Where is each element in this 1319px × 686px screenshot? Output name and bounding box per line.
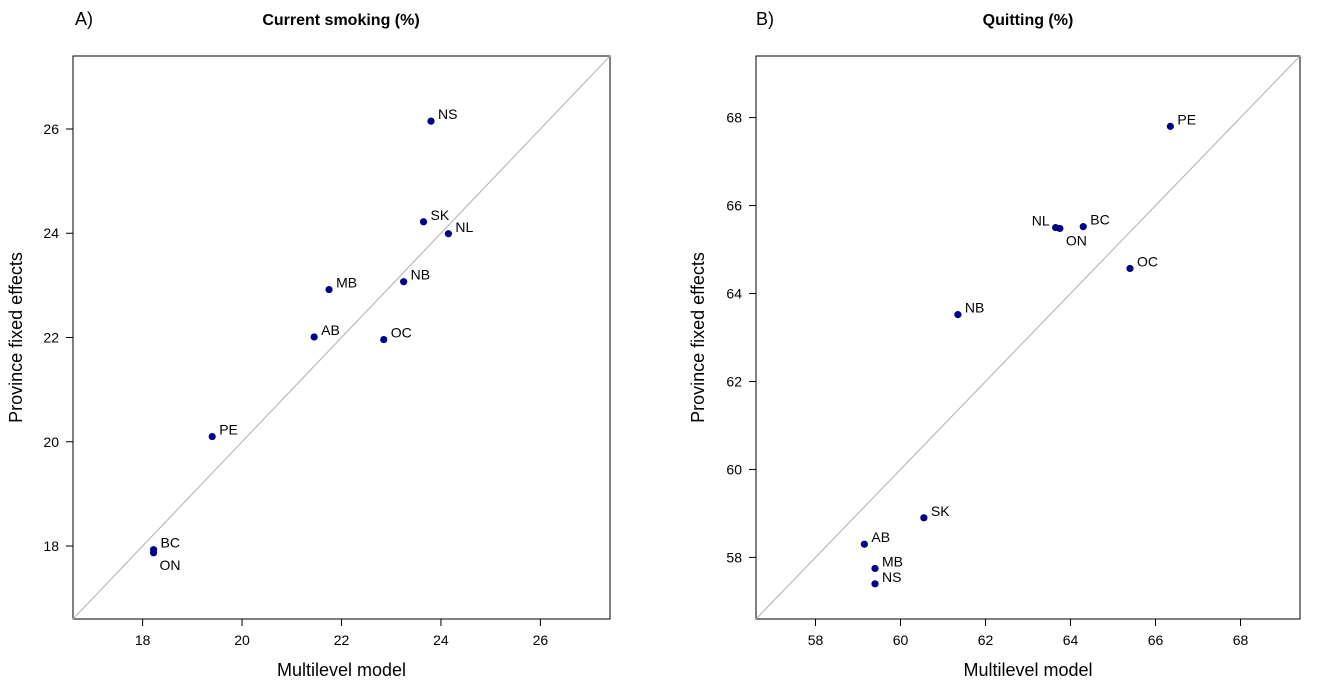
point-label-oc: OC (391, 325, 412, 341)
point-label-sk: SK (431, 207, 450, 223)
point-label-ns: NS (438, 106, 457, 122)
identity-line (755, 55, 1301, 620)
data-point-ab (310, 333, 318, 341)
point-label-oc: OC (1137, 253, 1158, 269)
data-point-oc (380, 335, 388, 344)
point-label-nl: NL (455, 219, 473, 235)
data-point-bc (1079, 223, 1087, 231)
y-axis-label: Province fixed effects (688, 252, 708, 423)
data-point-on (1056, 224, 1064, 233)
chart-title: Current smoking (%) (262, 12, 419, 29)
point-label-sk: SK (931, 503, 950, 519)
x-tick-label: 64 (1063, 632, 1079, 648)
point-label-bc: BC (161, 535, 180, 551)
point-label-pe: PE (1177, 111, 1196, 127)
data-point-nb (954, 311, 962, 319)
x-axis-label: Multilevel model (277, 660, 406, 680)
point-label-ab: AB (321, 322, 340, 338)
y-axis-label: Province fixed effects (6, 252, 26, 423)
data-point-sk (419, 218, 428, 226)
x-tick-label: 26 (533, 632, 549, 648)
x-tick-label: 66 (1148, 632, 1164, 648)
y-tick-label: 24 (43, 225, 59, 241)
data-point-mb (325, 285, 333, 294)
y-tick-label: 26 (43, 121, 59, 137)
x-tick-label: 58 (808, 632, 824, 648)
point-label-bc: BC (1090, 212, 1109, 228)
y-tick-label: 18 (43, 538, 59, 554)
point-label-ab: AB (871, 529, 890, 545)
data-point-mb (871, 564, 879, 573)
data-point-ns (871, 580, 879, 588)
point-label-ns: NS (882, 569, 901, 585)
y-tick-label: 20 (43, 434, 59, 450)
y-tick-label: 58 (726, 549, 742, 565)
data-point-oc (1126, 264, 1134, 273)
x-tick-label: 24 (433, 632, 449, 648)
data-point-sk (920, 514, 928, 522)
data-point-pe (1166, 122, 1174, 130)
point-label-nb: NB (411, 267, 430, 283)
data-point-ab (860, 540, 868, 548)
x-tick-label: 18 (135, 632, 151, 648)
point-label-mb: MB (882, 553, 903, 569)
data-point-nb (400, 278, 408, 286)
chart-panel-0: 18 20 22 24 26 18 20 22 24 26 A) Current smoking (%… (6, 9, 611, 680)
chart-title: Quitting (%) (983, 12, 1074, 29)
x-tick-label: 20 (234, 632, 250, 648)
y-tick-label: 64 (726, 286, 742, 302)
data-point-ns (427, 117, 435, 125)
panel-label: B) (756, 9, 774, 29)
data-point-nl (444, 230, 453, 238)
y-tick-label: 60 (726, 461, 742, 477)
y-tick-label: 66 (726, 198, 742, 214)
x-tick-label: 22 (334, 632, 350, 648)
point-label-pe: PE (219, 422, 238, 438)
x-axis-label: Multilevel model (963, 660, 1092, 680)
point-label-on: ON (1066, 232, 1087, 248)
x-tick-label: 68 (1233, 632, 1249, 648)
x-tick-label: 60 (893, 632, 909, 648)
y-tick-label: 68 (726, 110, 742, 126)
data-point-pe (208, 432, 216, 441)
y-tick-label: 22 (43, 330, 59, 346)
point-label-nl: NL (1032, 213, 1050, 229)
point-label-nb: NB (965, 300, 984, 316)
point-label-on: ON (160, 557, 181, 573)
point-label-mb: MB (336, 275, 357, 291)
plot-frame (755, 55, 1301, 620)
identity-line (72, 55, 611, 620)
data-point-on (149, 549, 158, 557)
chart-panel-1: 58 60 62 64 66 68 58 60 62 64 66 68 B) Quitting (%) Mu… (688, 9, 1301, 680)
y-tick-label: 62 (726, 373, 742, 389)
panel-label: A) (75, 9, 93, 29)
x-tick-label: 62 (978, 632, 994, 648)
